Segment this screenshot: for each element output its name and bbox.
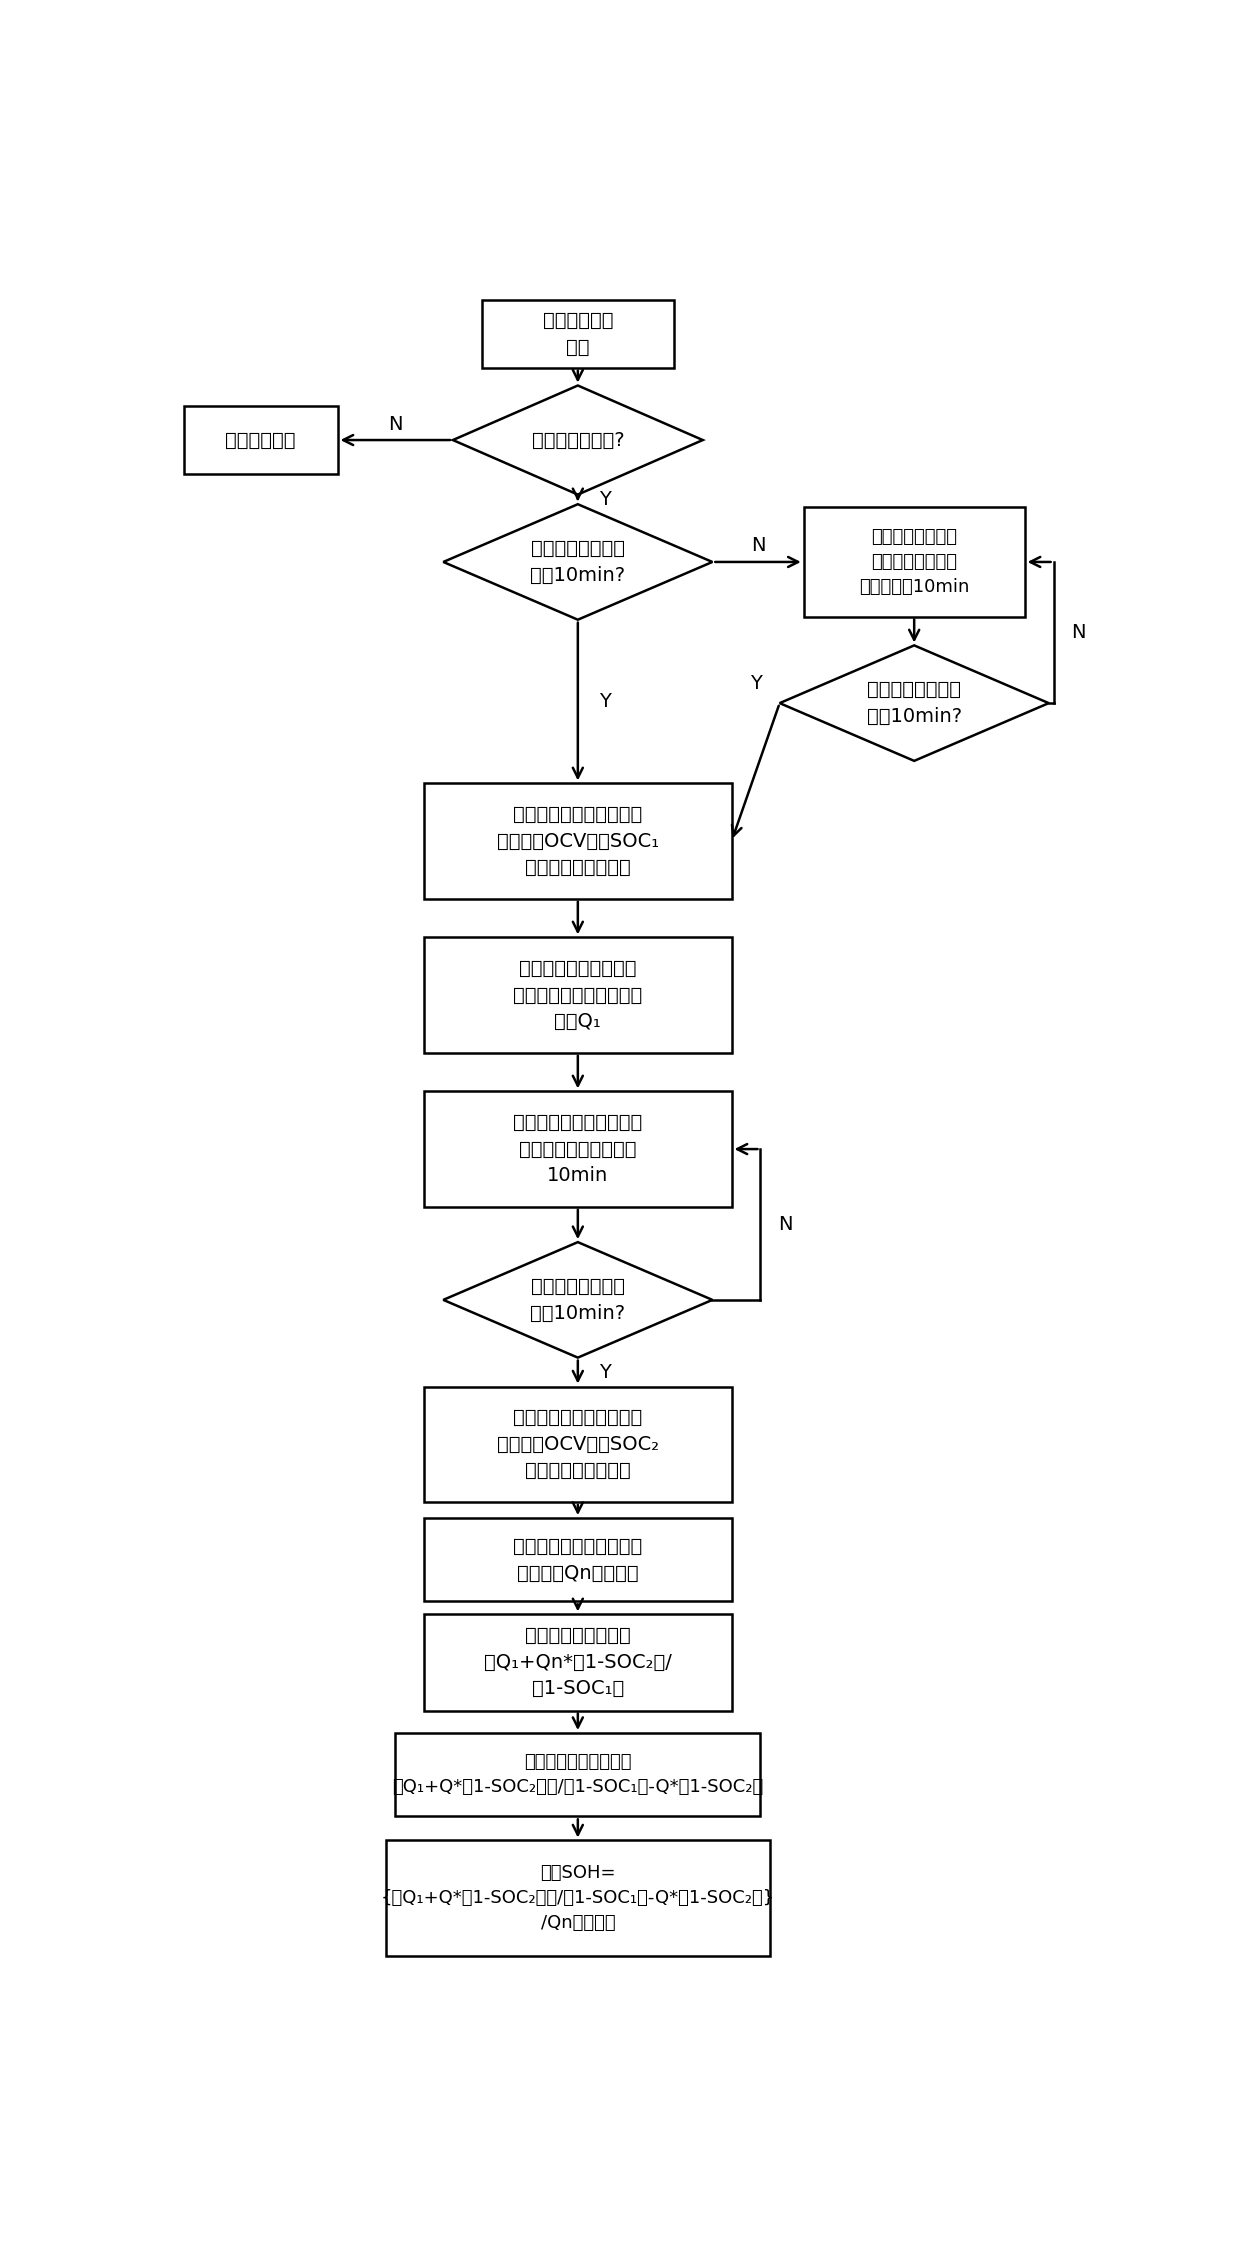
Polygon shape (453, 385, 703, 495)
Bar (424, 1519, 732, 1602)
Text: N: N (1071, 623, 1085, 641)
Polygon shape (444, 1242, 713, 1357)
Bar (396, 1732, 760, 1816)
Text: 电池管理系统计算最小单
体，依据OCV查表SOC₂
（暂停时间、温度）: 电池管理系统计算最小单 体，依据OCV查表SOC₂ （暂停时间、温度） (497, 1408, 658, 1480)
Text: Y: Y (750, 675, 763, 693)
Text: N: N (388, 414, 403, 434)
Bar (804, 508, 1024, 616)
Text: 查表求出特定温度下系统
额定容量Qn（温度）: 查表求出特定温度下系统 额定容量Qn（温度） (513, 1537, 642, 1582)
Text: 电池管理系统与充
电机正常通讯，请
求暂停充电10min: 电池管理系统与充 电机正常通讯，请 求暂停充电10min (859, 529, 970, 596)
Bar (424, 938, 732, 1053)
Text: Y: Y (599, 1364, 611, 1382)
Bar (424, 1091, 732, 1206)
Bar (424, 1386, 732, 1503)
Text: 电源系统上电
开机: 电源系统上电 开机 (543, 310, 613, 358)
Polygon shape (444, 504, 713, 619)
Bar (184, 407, 337, 475)
Text: 系统SOH=
{（Q₁+Q*（1-SOC₂））/（1-SOC₁）-Q*（1-SOC₂）}
/Qn（温度）: 系统SOH= {（Q₁+Q*（1-SOC₂））/（1-SOC₁）-Q*（1-SO… (381, 1865, 775, 1933)
Text: 开始充电，直至充电结
束，并统计最小单体容量
变化Q₁: 开始充电，直至充电结 束，并统计最小单体容量 变化Q₁ (513, 958, 642, 1030)
Text: 判断暂停时间是否
大于10min?: 判断暂停时间是否 大于10min? (867, 680, 962, 727)
Text: 电池管理系统与充电机正
常通讯，请求暂停充电
10min: 电池管理系统与充电机正 常通讯，请求暂停充电 10min (513, 1114, 642, 1186)
Polygon shape (780, 646, 1049, 761)
Text: N: N (777, 1215, 792, 1233)
Text: 判断停机时间是否
大于10min?: 判断停机时间是否 大于10min? (531, 540, 625, 585)
Bar (386, 1840, 770, 1955)
Bar (424, 783, 732, 898)
Text: Y: Y (599, 490, 611, 508)
Bar (481, 302, 675, 367)
Text: 判断暂停时间是否
大于10min?: 判断暂停时间是否 大于10min? (531, 1278, 625, 1323)
Text: 求出单体有效容量：
（Q₁+Qn*（1-SOC₂）/
（1-SOC₁）: 求出单体有效容量： （Q₁+Qn*（1-SOC₂）/ （1-SOC₁） (484, 1627, 672, 1699)
Bar (424, 1613, 732, 1710)
Text: 推算出系统有效容量：
（Q₁+Q*（1-SOC₂））/（1-SOC₁）-Q*（1-SOC₂）: 推算出系统有效容量： （Q₁+Q*（1-SOC₂））/（1-SOC₁）-Q*（1… (392, 1753, 764, 1796)
Text: 是否为充电状态?: 是否为充电状态? (532, 430, 624, 450)
Text: 放弃本次计算: 放弃本次计算 (226, 430, 296, 450)
Text: N: N (750, 536, 765, 556)
Text: Y: Y (599, 693, 611, 711)
Text: 电池管理系统计算最小单
体，依据OCV查表SOC₁
（关机时间、温度）: 电池管理系统计算最小单 体，依据OCV查表SOC₁ （关机时间、温度） (497, 806, 658, 878)
